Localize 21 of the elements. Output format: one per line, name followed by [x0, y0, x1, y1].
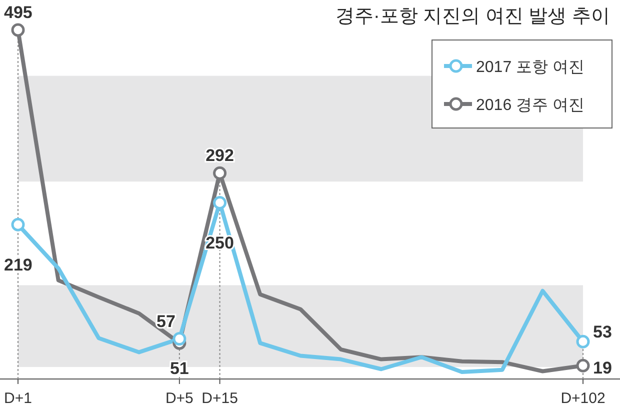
point	[213, 166, 227, 180]
data-label: 57	[156, 312, 176, 331]
data-label: 53	[593, 322, 612, 342]
x-tick-label: D+5	[165, 390, 194, 407]
point	[213, 196, 227, 210]
x-tick-label: D+102	[560, 390, 606, 407]
point	[576, 334, 590, 348]
data-label: 495	[4, 3, 32, 22]
x-tick-label: D+15	[202, 390, 238, 407]
chart-title: 경주·포항 지진의 여진 발생 추이	[336, 6, 610, 27]
data-label: 292	[206, 146, 234, 166]
data-label: 51	[170, 359, 189, 378]
point	[11, 23, 25, 37]
legend-label: 2017 포항 여진	[476, 59, 584, 76]
point	[172, 332, 186, 346]
point	[11, 218, 25, 232]
data-label: 19	[593, 358, 612, 378]
legend-label: 2016 경주 여진	[476, 97, 584, 114]
data-label: 219	[4, 256, 32, 275]
point	[576, 358, 590, 372]
x-tick-label: D+1	[4, 390, 32, 407]
